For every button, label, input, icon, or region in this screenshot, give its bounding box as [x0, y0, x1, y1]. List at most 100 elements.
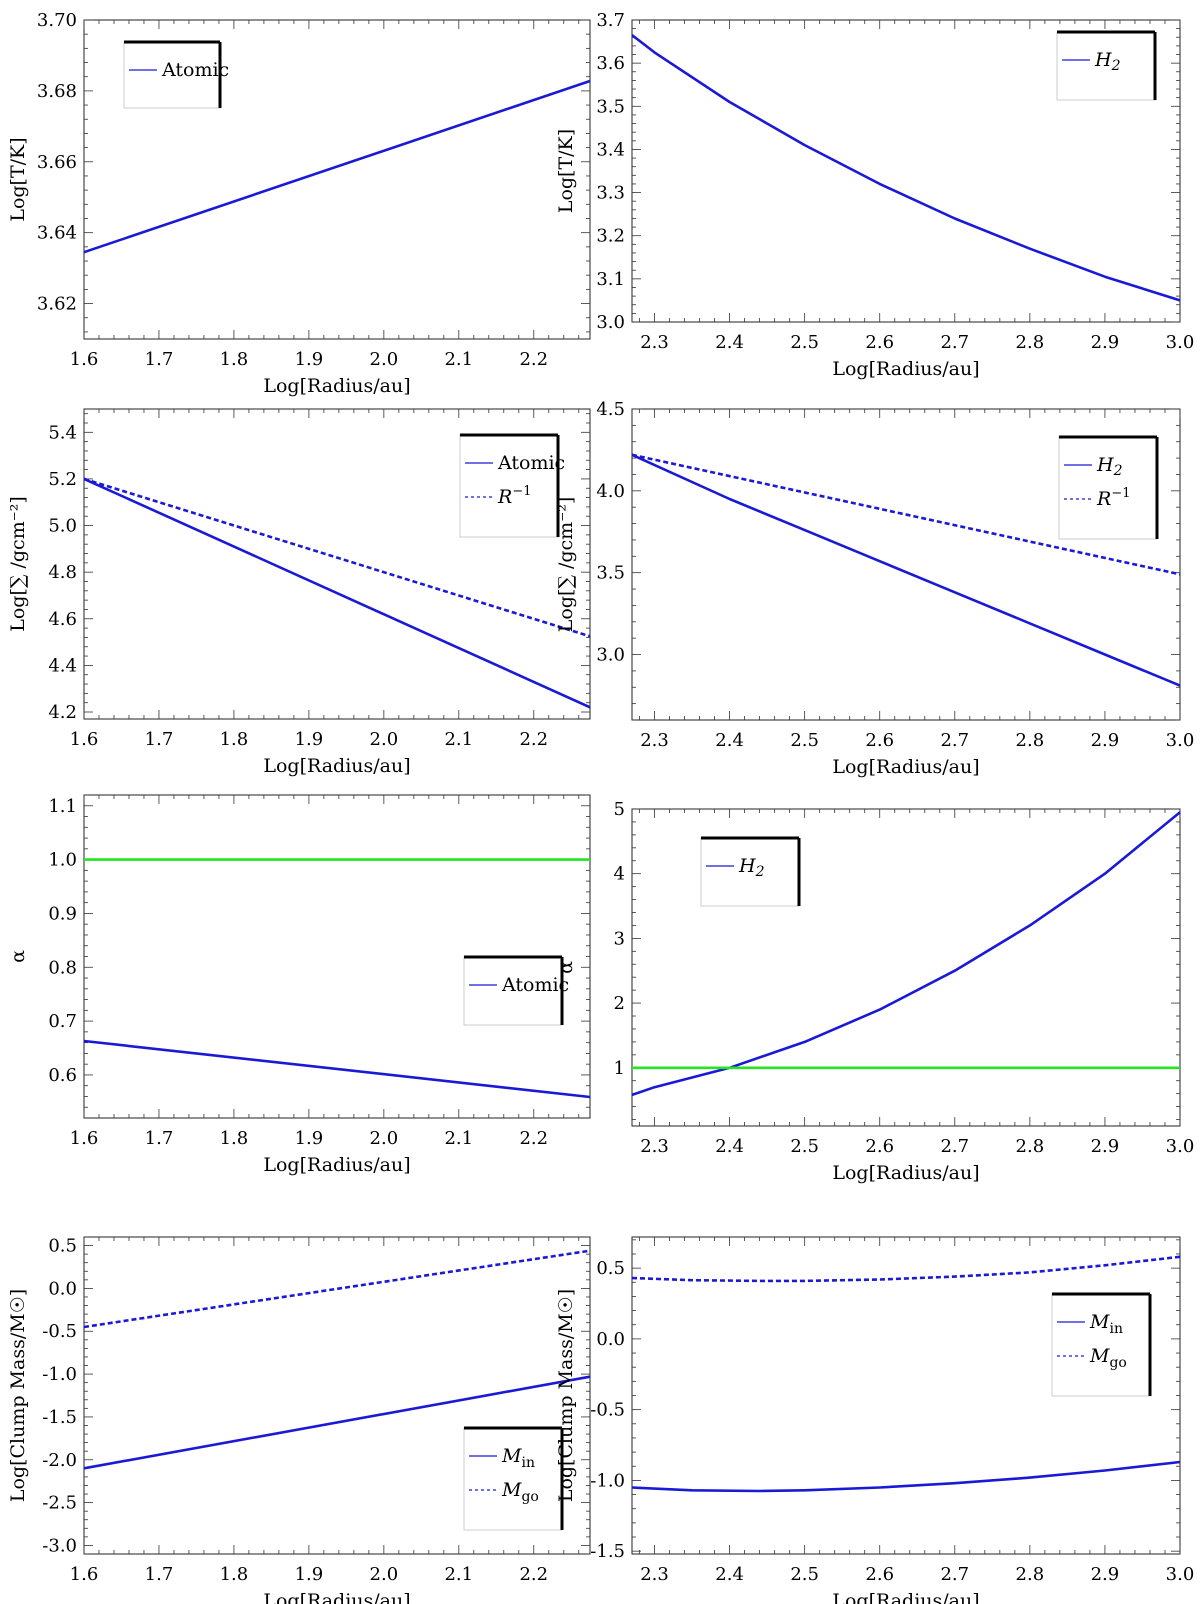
y-tick-label: 3.0: [596, 645, 625, 666]
x-tick-label: 2.4: [715, 730, 744, 751]
x-tick-label: 2.6: [865, 730, 894, 751]
y-tick-label: -3.0: [42, 1535, 77, 1556]
plot-frame: [631, 408, 1181, 721]
legend-box: [1056, 31, 1156, 101]
y-tick-label: 0.8: [48, 957, 77, 978]
x-tick-label: 1.9: [295, 1564, 324, 1585]
x-tick-label: 2.2: [519, 729, 548, 750]
y-tick-label: 5: [614, 799, 625, 820]
y-tick-label: 4.2: [48, 702, 77, 723]
y-axis-label: Log[∑ /gcm⁻²]: [555, 497, 577, 633]
x-tick-label: 2.8: [1016, 332, 1045, 353]
y-tick-label: 4.4: [48, 655, 77, 676]
x-tick-label: 2.9: [1091, 1136, 1120, 1157]
x-axis-label: Log[Radius/au]: [263, 755, 410, 777]
y-tick-label: 2: [614, 993, 625, 1014]
y-axis-label: Log[∑ /gcm⁻²]: [7, 496, 29, 632]
y-tick-label: 3.7: [596, 10, 625, 31]
legend: H2: [700, 836, 801, 907]
series-line-mgo: [83, 1249, 591, 1329]
x-axis-label: Log[Radius/au]: [832, 358, 979, 380]
x-tick-label: 3.0: [1166, 1136, 1195, 1157]
x-tick-label: 2.0: [370, 1564, 399, 1585]
series-line-h2: [631, 34, 1181, 302]
x-axis-label: Log[Radius/au]: [263, 375, 410, 397]
series-line-r: [83, 477, 591, 638]
legend: H2R−1: [1058, 435, 1159, 540]
x-tick-label: 2.7: [940, 730, 969, 751]
legend: Min Mgo: [1051, 1292, 1152, 1397]
chart-7: 1.6 1.7 1.8 1.9 2.0 2.1 2.2 -3.0 -2.5 -2.0 -1.5 -1.…: [7, 1236, 591, 1604]
x-tick-label: 2.8: [1016, 1564, 1045, 1585]
legend-label: Mgo: [501, 1479, 539, 1505]
x-tick-label: 1.6: [70, 349, 99, 370]
y-tick-label: -2.0: [42, 1450, 77, 1471]
y-tick-label: 3.1: [596, 269, 625, 290]
plot-frame: [631, 19, 1181, 323]
y-tick-label: 4.8: [48, 562, 77, 583]
y-tick-label: 3.66: [37, 152, 77, 173]
y-axis-label: α: [7, 950, 29, 963]
x-tick-label: 2.5: [790, 1136, 819, 1157]
y-tick-label: 5.2: [48, 469, 77, 490]
x-tick-label: 2.1: [444, 1128, 473, 1149]
x-tick-label: 2.7: [940, 332, 969, 353]
x-tick-label: 2.5: [790, 1564, 819, 1585]
plot-frame: [83, 408, 591, 720]
x-tick-label: 2.7: [940, 1564, 969, 1585]
y-tick-label: 1.1: [48, 796, 77, 817]
x-axis-label: Log[Radius/au]: [832, 756, 979, 778]
y-tick-label: 4: [614, 864, 625, 885]
y-tick-label: 3.3: [596, 183, 625, 204]
x-axis-label: Log[Radius/au]: [832, 1590, 979, 1604]
x-tick-label: 2.2: [519, 1128, 548, 1149]
x-tick-label: 1.7: [145, 1128, 174, 1149]
x-tick-label: 2.1: [444, 349, 473, 370]
x-tick-label: 2.6: [865, 1564, 894, 1585]
y-tick-label: 3.62: [37, 294, 77, 315]
x-axis-label: Log[Radius/au]: [832, 1162, 979, 1184]
legend-box: [463, 956, 563, 1026]
x-tick-label: 1.8: [220, 1564, 249, 1585]
y-tick-label: 0.9: [48, 903, 77, 924]
plot-frame: [631, 808, 1181, 1127]
y-axis-label: Log[T/K]: [555, 129, 577, 213]
legend-box: [123, 41, 221, 109]
series-line-min: [83, 1375, 591, 1470]
x-tick-label: 2.9: [1091, 730, 1120, 751]
x-tick-label: 2.4: [715, 1564, 744, 1585]
chart-6: 2.3 2.4 2.5 2.6 2.7 2.8 2.9 3.0 1 2 3 4 5 Log[Radius/…: [555, 799, 1194, 1184]
y-axis-label: α: [555, 961, 577, 974]
series-line-min: [631, 1460, 1181, 1493]
series-line-atomic: [83, 1039, 591, 1099]
y-tick-label: 3.68: [37, 81, 77, 102]
legend-box: [463, 1427, 563, 1531]
series-line-h2: [631, 811, 1181, 1097]
x-tick-label: 2.9: [1091, 332, 1120, 353]
y-tick-label: 0.5: [48, 1236, 77, 1257]
x-tick-label: 1.7: [145, 349, 174, 370]
x-tick-label: 2.8: [1016, 1136, 1045, 1157]
y-tick-label: 3.5: [596, 96, 625, 117]
x-tick-label: 1.8: [220, 1128, 249, 1149]
legend-label: H2: [1096, 454, 1123, 479]
x-tick-label: 2.7: [940, 1136, 969, 1157]
y-tick-label: 3.5: [596, 563, 625, 584]
chart-8: 2.3 2.4 2.5 2.6 2.7 2.8 2.9 3.0 -1.5 -1.0 -0.5 0.0 0…: [555, 1236, 1194, 1604]
x-tick-label: 2.1: [444, 729, 473, 750]
y-tick-label: 1.0: [48, 850, 77, 871]
x-tick-label: 2.8: [1016, 730, 1045, 751]
legend-label: R−1: [497, 484, 531, 508]
x-tick-label: 2.6: [865, 332, 894, 353]
x-tick-label: 2.2: [519, 349, 548, 370]
x-tick-label: 2.3: [640, 332, 669, 353]
y-tick-label: 0.5: [596, 1258, 625, 1279]
y-axis-label: Log[Clump Mass/M☉]: [7, 1289, 29, 1502]
y-tick-label: -1.5: [590, 1541, 625, 1562]
series-line-atomic: [83, 79, 591, 254]
chart-2: 2.3 2.4 2.5 2.6 2.7 2.8 2.9 3.0 3.0 3.1 3.2 3.3 3.4 3…: [555, 10, 1194, 380]
chart-1: 1.6 1.7 1.8 1.9 2.0 2.1 2.2 3.62 3.64 3.66 3.68 3.7…: [7, 10, 591, 397]
x-tick-label: 1.6: [70, 729, 99, 750]
y-tick-label: -0.5: [590, 1400, 625, 1421]
